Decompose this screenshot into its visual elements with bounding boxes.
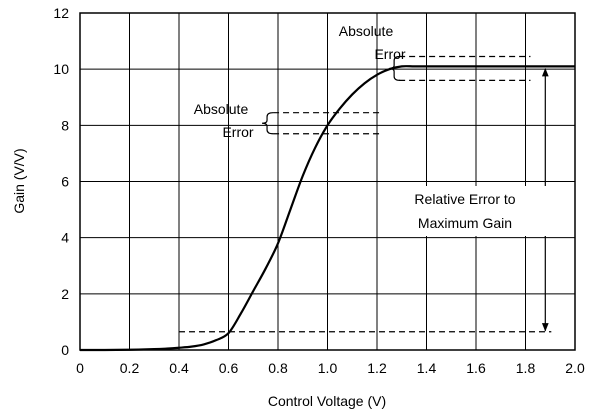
x-tick-label: 0.8 <box>268 360 288 376</box>
x-tick-label: 1.6 <box>466 360 486 376</box>
relative-error-label-line1: Relative Error to <box>414 191 515 207</box>
x-tick-label: 1.0 <box>318 360 338 376</box>
y-tick-label: 2 <box>61 286 69 302</box>
relative-error-annotation: Relative Error to Maximum Gain <box>179 67 552 333</box>
x-tick-label: 2.0 <box>565 360 585 376</box>
x-tick-label: 0.4 <box>169 360 189 376</box>
x-axis-title: Control Voltage (V) <box>268 393 386 409</box>
absolute-error-upper-annotation: Absolute Error <box>339 23 531 82</box>
grid-lines <box>80 13 575 350</box>
relative-error-label-line2: Maximum Gain <box>418 215 512 231</box>
x-tick-label: 0.6 <box>219 360 239 376</box>
x-tick-label: 0.2 <box>120 360 140 376</box>
y-tick-label: 8 <box>61 117 69 133</box>
x-tick-label: 1.8 <box>516 360 536 376</box>
absolute-error-lower-brace <box>262 112 274 135</box>
x-tick-label: 1.2 <box>367 360 387 376</box>
plot-frame <box>79 12 576 351</box>
x-tick-label: 1.4 <box>417 360 437 376</box>
y-axis-title: Gain (V/V) <box>11 148 27 213</box>
absolute-error-upper-label-line2: Error <box>374 46 405 62</box>
y-tick-label: 0 <box>61 342 69 358</box>
absolute-error-lower-label-line2: Error <box>222 124 253 140</box>
y-tick-label: 12 <box>53 5 69 21</box>
relative-error-label-background <box>384 186 546 236</box>
x-tick-label: 0 <box>76 360 84 376</box>
absolute-error-lower-annotation: Absolute Error <box>194 101 380 140</box>
y-tick-label: 6 <box>61 174 69 190</box>
gain-curve-line <box>79 65 575 352</box>
annotations: Absolute Error Absolute Error Relative E… <box>179 23 552 333</box>
series-layer <box>79 65 575 352</box>
y-tick-label: 10 <box>53 61 69 77</box>
y-tick-label: 4 <box>61 230 69 246</box>
absolute-error-lower-label-line1: Absolute <box>194 101 249 117</box>
absolute-error-upper-label-line1: Absolute <box>339 23 394 39</box>
tick-labels: 0 0.2 0.4 0.6 0.8 1.0 1.2 1.4 1.6 1.8 2.0 0 2 4 6 8 10 12 <box>53 5 585 376</box>
